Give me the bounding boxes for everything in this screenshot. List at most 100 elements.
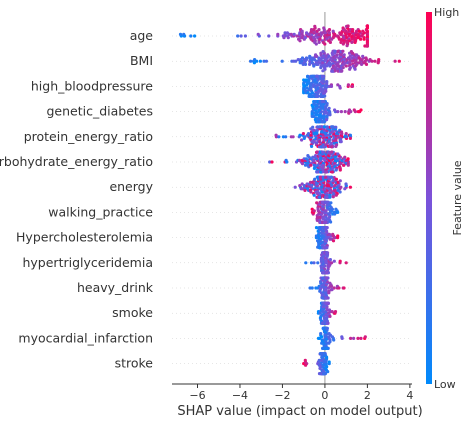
shap-dot <box>351 51 355 55</box>
shap-dot <box>313 177 317 181</box>
shap-dot <box>322 125 326 129</box>
shap-dot <box>318 195 322 199</box>
x-tick-label: −4 <box>232 389 248 402</box>
shap-dot <box>359 108 363 112</box>
shap-dot <box>345 135 349 139</box>
shap-dot <box>321 50 325 54</box>
shap-dot <box>277 135 281 139</box>
shap-dot <box>342 40 346 45</box>
shap-dot <box>339 140 343 144</box>
shap-dot <box>323 170 328 174</box>
shap-dot <box>300 162 305 166</box>
shap-dot <box>304 363 308 367</box>
shap-dot <box>314 106 319 110</box>
shap-dot <box>334 193 338 197</box>
shap-dot <box>349 110 353 114</box>
shap-dot <box>303 188 307 192</box>
shap-dot <box>340 335 344 339</box>
shap-dot <box>339 185 343 189</box>
shap-dot <box>311 125 315 129</box>
shap-dot <box>348 185 352 189</box>
shap-dot <box>312 128 316 132</box>
shap-dot <box>249 59 253 63</box>
shap-dot <box>330 335 334 339</box>
shap-dot <box>324 175 328 179</box>
feature-label: myocardial_infarction <box>18 330 153 345</box>
shap-dot <box>341 66 345 70</box>
shap-dot <box>331 232 335 236</box>
shap-dot <box>348 133 352 137</box>
shap-dot <box>298 39 302 43</box>
shap-dot <box>321 217 325 221</box>
shap-dot <box>304 56 309 60</box>
shap-dot <box>305 86 309 90</box>
shap-dot <box>316 261 320 265</box>
feature-label: genetic_diabetes <box>46 104 153 119</box>
shap-dot <box>239 34 243 38</box>
colorbar-title: Feature value <box>451 160 464 235</box>
shap-dot <box>348 54 352 59</box>
shap-dot <box>291 135 295 139</box>
shap-dot <box>333 108 337 112</box>
shap-dot <box>300 138 304 142</box>
x-axis: −6 −4 −2 0 2 4 SHAP value (impact on model ou… <box>172 383 423 419</box>
shap-dot <box>336 210 340 214</box>
shap-dot <box>338 179 342 183</box>
shap-dot <box>189 34 193 38</box>
shap-dot <box>330 261 334 265</box>
shap-dot <box>314 154 318 158</box>
shap-dot <box>309 261 314 265</box>
shap-dot <box>342 62 346 66</box>
shap-dot <box>336 152 340 156</box>
shap-dot <box>282 36 286 40</box>
shap-dot <box>321 150 325 154</box>
colorbar-high-label: High <box>434 6 459 19</box>
shap-dot <box>339 130 344 134</box>
shap-dot <box>322 145 326 149</box>
shap-dot <box>361 54 365 59</box>
feature-label: smoke <box>112 305 153 320</box>
shap-dot <box>334 168 338 172</box>
shap-dot <box>324 143 328 147</box>
shap-dot <box>323 42 327 46</box>
shap-dot <box>267 34 271 38</box>
colorbar-gradient <box>426 12 432 384</box>
shap-dot <box>321 94 325 98</box>
shap-dot <box>319 332 323 336</box>
shap-dot <box>319 170 323 174</box>
shap-dot <box>312 209 316 213</box>
shap-dot <box>324 64 329 68</box>
shap-dot <box>312 193 316 197</box>
shap-dot <box>325 102 329 106</box>
shap-dot <box>317 40 321 45</box>
feature-label: Hypercholesterolemia <box>16 230 153 245</box>
shap-dot <box>336 234 340 238</box>
shap-dot <box>348 67 352 71</box>
shap-dot <box>327 341 331 345</box>
shap-dot <box>370 59 374 63</box>
shap-dot <box>324 271 329 275</box>
shap-dot <box>318 150 322 154</box>
shap-dot <box>330 310 334 314</box>
shap-dot <box>336 49 340 53</box>
shap-dot <box>300 29 304 33</box>
shap-dot <box>332 259 336 263</box>
shap-dot <box>321 226 325 230</box>
shap-dot <box>346 24 350 28</box>
shap-dot <box>301 132 305 136</box>
shap-dot <box>351 28 355 32</box>
shap-dot <box>325 276 329 280</box>
shap-dot <box>313 24 317 28</box>
shap-dot <box>341 49 345 53</box>
shap-dot <box>354 39 358 43</box>
shap-dot <box>352 108 356 112</box>
shap-dot <box>343 155 347 159</box>
shap-dot <box>321 292 325 296</box>
shap-dot <box>397 59 401 63</box>
shap-dot <box>294 59 298 63</box>
shap-dot <box>334 125 338 129</box>
shap-dot <box>338 190 342 194</box>
shap-dot <box>312 158 316 162</box>
shap-dot <box>319 51 323 55</box>
shap-dot <box>315 150 319 154</box>
